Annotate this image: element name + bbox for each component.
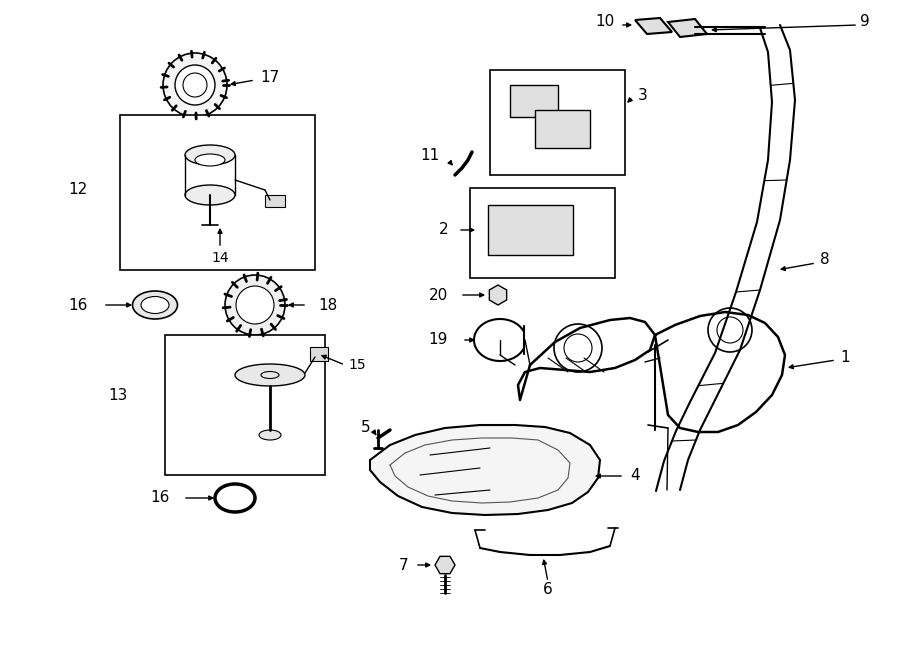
Bar (310, 347, 328, 361)
Text: 16: 16 (68, 297, 88, 313)
Text: 13: 13 (109, 387, 128, 403)
Text: 10: 10 (596, 15, 615, 30)
Bar (535, 110, 590, 148)
Ellipse shape (132, 291, 177, 319)
Text: 9: 9 (860, 15, 869, 30)
Ellipse shape (259, 430, 281, 440)
Text: 1: 1 (840, 350, 850, 366)
Text: 15: 15 (348, 358, 365, 372)
Circle shape (708, 308, 752, 352)
Circle shape (225, 275, 285, 335)
Text: 7: 7 (399, 557, 408, 572)
Text: 14: 14 (212, 251, 229, 265)
Ellipse shape (185, 185, 235, 205)
Bar (470, 188, 615, 278)
Polygon shape (668, 19, 707, 37)
Text: 8: 8 (820, 253, 830, 268)
Circle shape (554, 324, 602, 372)
Ellipse shape (185, 145, 235, 165)
Circle shape (175, 65, 215, 105)
Text: 11: 11 (421, 147, 440, 163)
Text: 18: 18 (318, 297, 338, 313)
Ellipse shape (195, 154, 225, 166)
Text: 12: 12 (68, 182, 88, 198)
Text: 4: 4 (630, 469, 640, 483)
Text: 20: 20 (428, 288, 448, 303)
Bar (488, 205, 573, 255)
Text: 5: 5 (360, 420, 370, 436)
Text: 2: 2 (438, 223, 448, 237)
Text: 16: 16 (150, 490, 170, 506)
Circle shape (163, 53, 227, 117)
Text: 19: 19 (428, 332, 448, 348)
Bar (490, 70, 625, 175)
Bar (120, 115, 315, 270)
Ellipse shape (235, 364, 305, 386)
Text: 17: 17 (260, 71, 280, 85)
Bar (165, 335, 325, 475)
Bar (510, 85, 558, 117)
Circle shape (236, 286, 274, 324)
Polygon shape (370, 425, 600, 515)
Ellipse shape (141, 297, 169, 313)
Polygon shape (635, 18, 672, 34)
Text: 6: 6 (543, 582, 553, 598)
Bar (265, 195, 285, 207)
Text: 3: 3 (638, 87, 648, 102)
